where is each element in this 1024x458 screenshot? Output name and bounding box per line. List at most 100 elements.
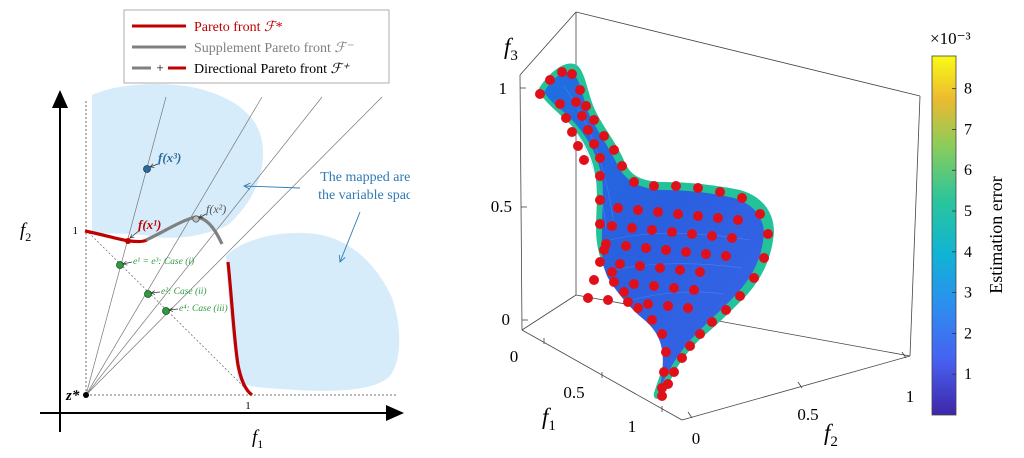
sample-point — [683, 303, 693, 313]
sample-point — [589, 139, 599, 149]
sample-point — [619, 287, 629, 297]
sample-point — [629, 279, 639, 289]
sample-point — [695, 329, 705, 339]
z-tick-1: 1 — [499, 79, 508, 98]
annotation-line-2: the variable space 𝒳 — [318, 188, 410, 203]
sample-point — [695, 267, 705, 277]
sample-point — [607, 221, 617, 231]
sample-point — [577, 111, 587, 121]
sample-point — [615, 259, 625, 269]
ref-line-diagonal — [85, 229, 251, 394]
sample-point — [657, 329, 667, 339]
sample-point — [735, 291, 745, 301]
sample-point — [595, 195, 605, 205]
colorbar-label: Estimation error — [986, 176, 1006, 293]
y-tick-one: 1 — [73, 225, 79, 237]
colorbar-tick-label: 1 — [964, 366, 972, 383]
sample-point — [601, 239, 611, 249]
sample-point — [581, 101, 591, 111]
sample-point — [755, 209, 765, 219]
sample-point — [677, 353, 687, 363]
sample-point — [655, 263, 665, 273]
point-e2 — [144, 290, 152, 298]
sample-point — [623, 297, 633, 307]
sample-point — [669, 283, 679, 293]
sample-point — [567, 69, 577, 79]
sample-point — [633, 205, 643, 215]
sample-point — [595, 153, 605, 163]
sample-point — [599, 131, 609, 141]
sample-point — [571, 97, 581, 107]
sample-point — [649, 181, 659, 191]
label-fx3: f(x³) — [158, 150, 181, 165]
sample-point — [759, 253, 769, 263]
sample-point — [667, 227, 677, 237]
sample-point — [701, 249, 711, 259]
sample-point — [669, 367, 679, 377]
sample-point — [561, 113, 571, 123]
sample-point — [649, 281, 659, 291]
f1-tick-1: 1 — [628, 417, 637, 436]
direction-rays — [85, 96, 383, 396]
colorbar-tick-label: 2 — [964, 325, 972, 342]
sample-point — [567, 127, 577, 137]
sample-point — [687, 229, 697, 239]
sample-point — [579, 155, 589, 165]
sample-point — [589, 275, 599, 285]
annotation-arrow-upper — [244, 186, 301, 188]
mapped-region-upper — [92, 84, 264, 238]
sample-point — [647, 225, 657, 235]
sample-point — [721, 305, 731, 315]
sample-point — [663, 301, 673, 311]
sample-point — [721, 251, 731, 261]
sample-point — [575, 85, 585, 95]
point-e4 — [162, 307, 170, 315]
annotation-line-1: The mapped area of — [320, 170, 410, 185]
sample-point — [629, 177, 639, 187]
sample-point — [595, 257, 605, 267]
colorbar-tick-label: 3 — [964, 285, 972, 302]
sample-point — [545, 75, 555, 85]
pareto-front-lower — [226, 261, 254, 397]
z-tick-05: 0.5 — [491, 197, 512, 216]
colorbar: 8 7 6 5 4 3 2 1 — [931, 55, 972, 416]
colorbar-exponent: ×10⁻³ — [930, 29, 971, 48]
point-fx2 — [192, 215, 200, 223]
colorbar-tick-label: 5 — [964, 203, 972, 220]
sample-point — [657, 391, 667, 401]
x-axis-label: f1 — [252, 427, 263, 451]
legend-joiner: + — [156, 60, 163, 75]
colorbar-tick-label: 7 — [964, 121, 972, 138]
sample-point — [647, 315, 657, 325]
annotation-arrow-lower — [340, 211, 361, 262]
sample-point — [671, 181, 681, 191]
sample-point — [657, 383, 667, 393]
legend-item-directional: Directional Pareto front ℱ⁺ — [194, 62, 350, 77]
sample-point — [675, 265, 685, 275]
sample-point — [713, 213, 723, 223]
origin-label: z* — [65, 388, 80, 404]
x-tick-one: 1 — [245, 400, 251, 412]
mapped-region-lower — [226, 232, 400, 391]
colorbar-tick-label: 4 — [964, 244, 972, 261]
sample-point — [627, 223, 637, 233]
legend-item-pareto: Pareto front ℱ* — [194, 20, 282, 35]
sample-point — [685, 341, 695, 351]
sample-point — [635, 261, 645, 271]
sample-point — [763, 229, 773, 239]
f1-tick-0: 0 — [510, 347, 519, 366]
point-fx1 — [125, 238, 131, 244]
sample-point — [583, 125, 593, 135]
f3-axis-label: f3 — [504, 34, 518, 64]
sample-point — [707, 317, 717, 327]
legend: Pareto front ℱ* Supplement Pareto front … — [123, 9, 390, 84]
sample-point — [681, 247, 691, 257]
sample-point — [557, 67, 567, 77]
sample-point — [573, 141, 583, 151]
sample-point — [613, 203, 623, 213]
sample-point — [707, 231, 717, 241]
sample-points — [535, 67, 773, 401]
sample-point — [749, 273, 759, 283]
sample-point — [609, 277, 619, 287]
sample-point — [583, 293, 593, 303]
